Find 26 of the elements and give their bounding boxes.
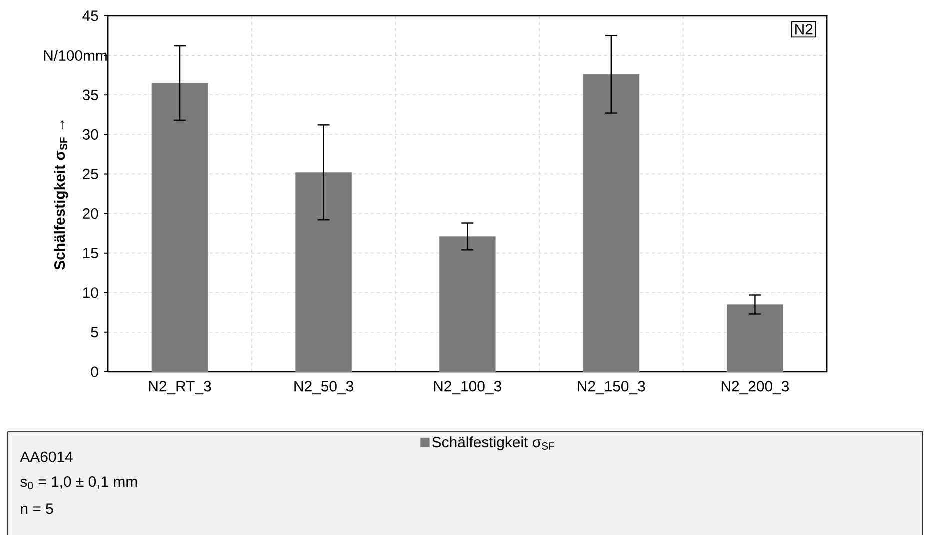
y-tick-label: 30 xyxy=(82,129,98,140)
y-tick-label: 20 xyxy=(83,208,98,220)
y-tick-label: 5 xyxy=(91,327,98,338)
annotation: N2 xyxy=(796,24,813,35)
bar xyxy=(152,83,208,372)
bar xyxy=(727,304,784,372)
x-tick-label: N2_150_3 xyxy=(578,381,646,395)
text: AA6014 xyxy=(20,452,73,462)
y-tick-label: 35 xyxy=(82,90,98,100)
y-tick-label: 45 xyxy=(82,10,98,22)
y-tick-label: 15 xyxy=(83,248,98,259)
y-tick-label: 0 xyxy=(91,366,98,378)
y-tick-label: 25 xyxy=(83,168,98,180)
text: N/100mm xyxy=(44,50,107,62)
text: n = 5 xyxy=(21,504,54,514)
legend-label: Schälfestigkeit σ$_{SF}$ xyxy=(432,436,555,451)
text: s$_{0}$ = 1,0 ± 0,1 mm xyxy=(20,476,138,490)
bar xyxy=(583,74,640,372)
y-tick-label: 10 xyxy=(83,288,98,298)
x-tick-label: N2_100_3 xyxy=(434,381,502,395)
bar xyxy=(439,236,496,372)
x-tick-label: N2_200_3 xyxy=(722,381,790,395)
x-tick-label: N2_50_3 xyxy=(294,381,354,395)
x-tick-label: N2_RT_3 xyxy=(149,381,212,395)
y-axis-title: Schälfestigkeit σ$_{SF}$ → xyxy=(54,120,68,270)
bar xyxy=(296,172,352,372)
